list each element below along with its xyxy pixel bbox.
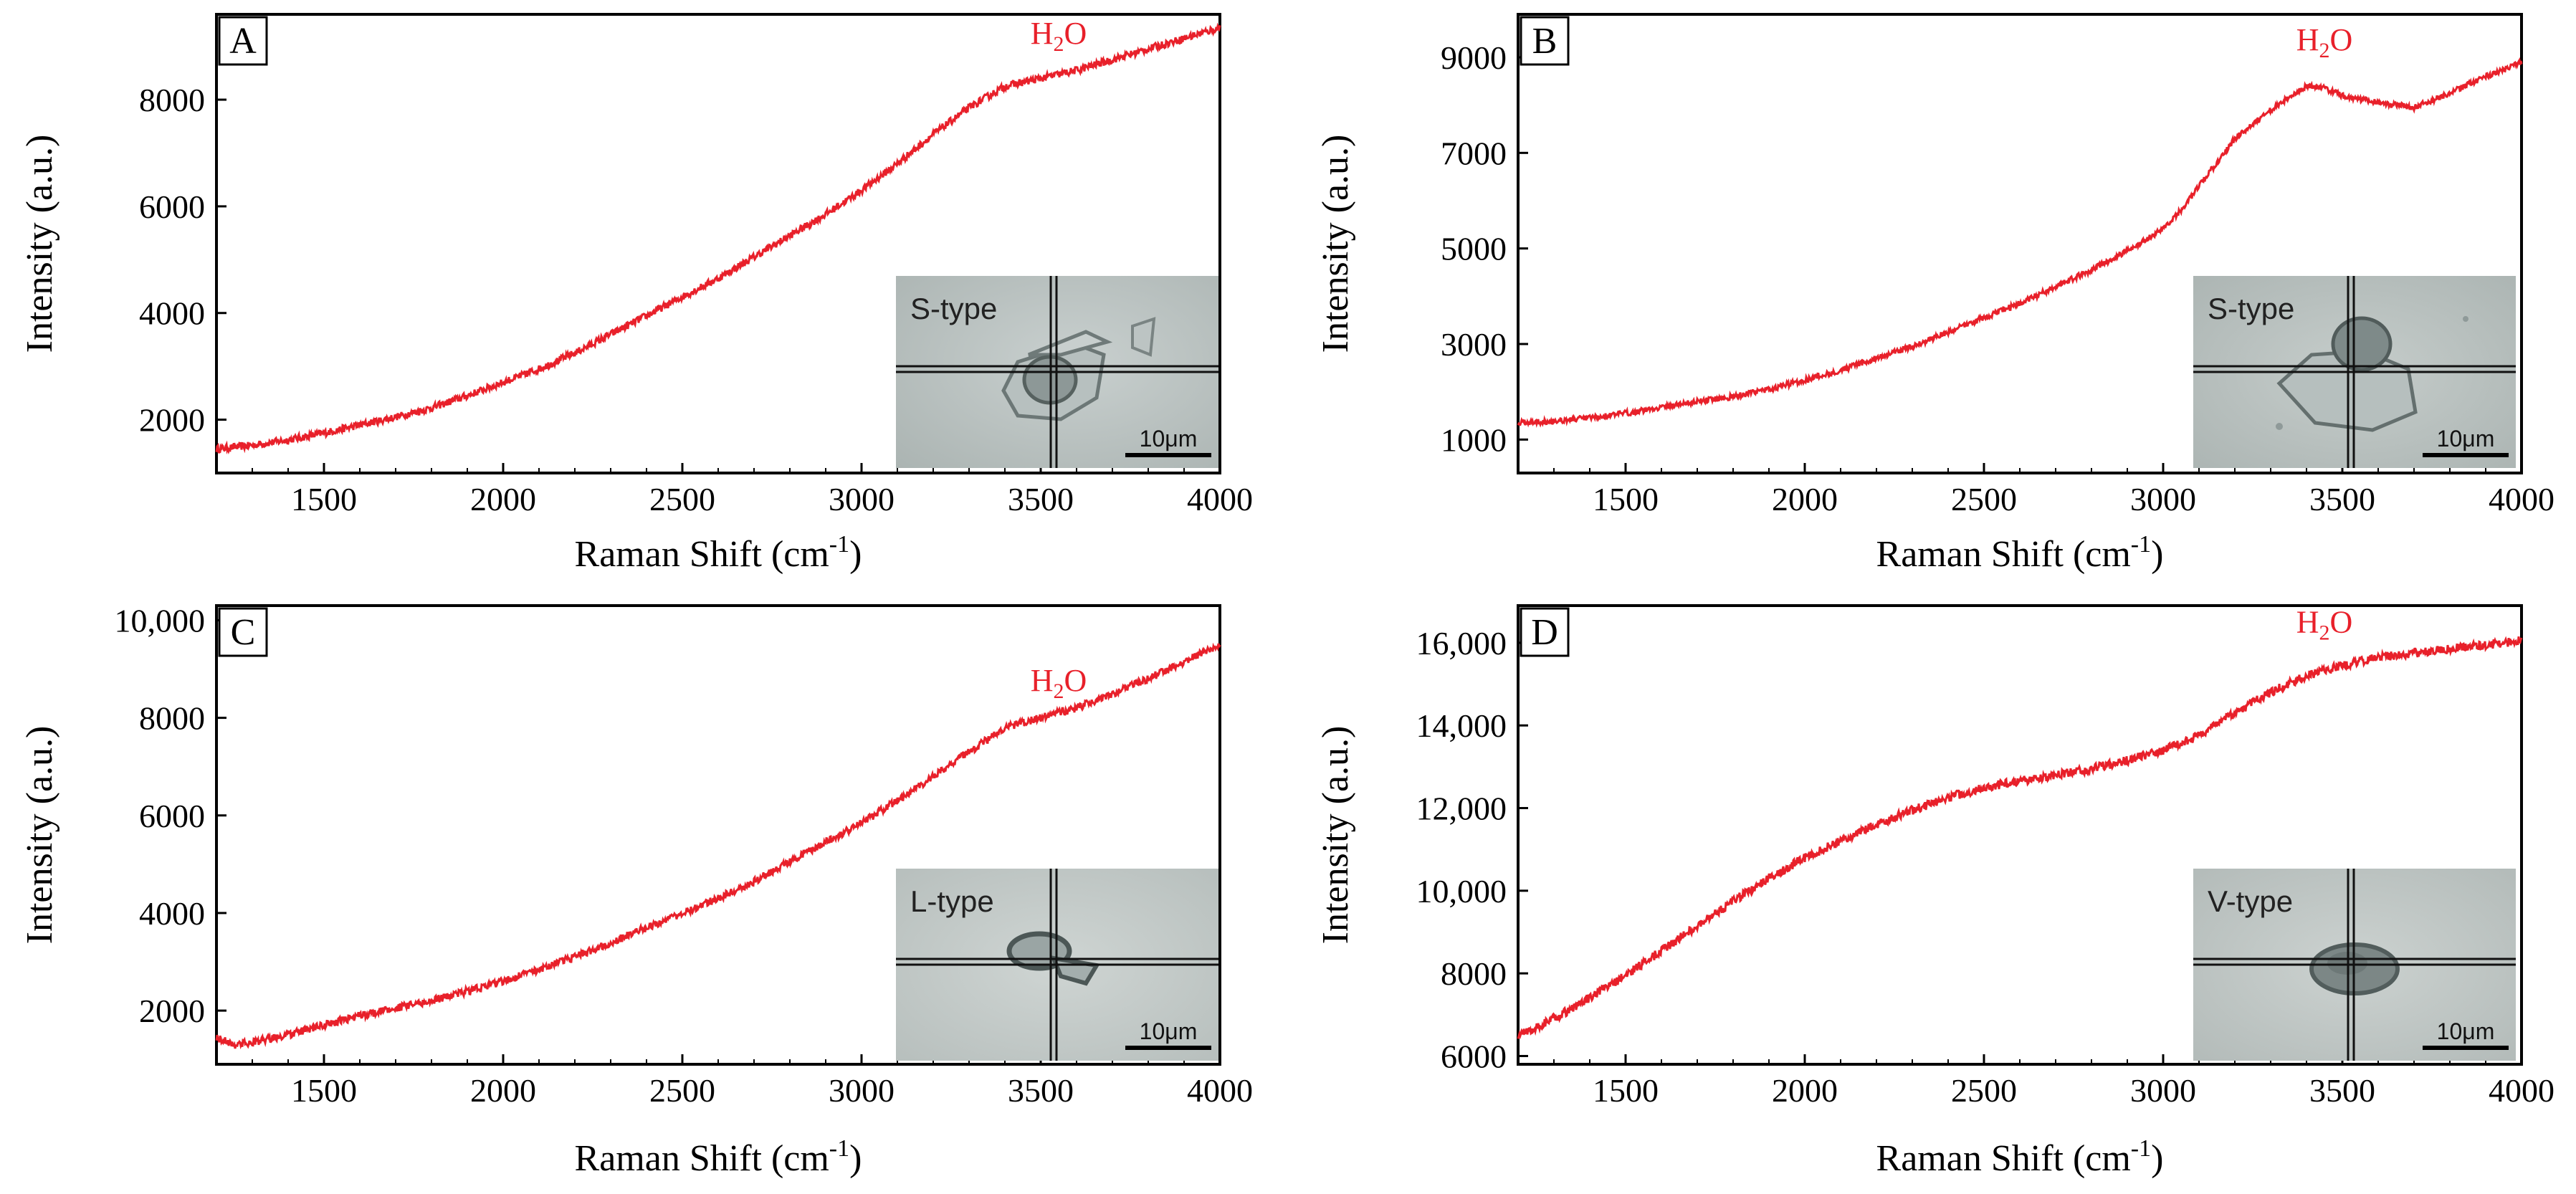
y-tick-label: 14,000: [1416, 707, 1507, 744]
panel-c: 1500 2000 2500 3000 3500 4000 2000 4000 6000 8000…: [19, 602, 1253, 1179]
panel-letter: D: [1531, 612, 1558, 653]
spectrum-line: [215, 642, 1221, 1050]
inclusion-type-label: S-type: [2208, 292, 2294, 325]
x-tick-label: 2000: [470, 1072, 536, 1109]
y-tick-label: 1000: [1441, 421, 1507, 458]
x-tick-label: 4000: [1187, 1072, 1253, 1109]
x-tick-label: 2000: [1772, 481, 1838, 517]
inclusion-type-label: S-type: [910, 292, 997, 325]
inset-micrograph: S-type 10μm: [2193, 276, 2516, 468]
x-tick-label: 3500: [1008, 481, 1074, 517]
y-tick-label: 2000: [139, 993, 205, 1029]
y-axis-title: Intensity (a.u.): [19, 726, 60, 945]
inset-micrograph: V-type 10μm: [2193, 869, 2516, 1061]
x-tick-label: 1500: [1593, 481, 1659, 517]
y-tick-label: 12,000: [1416, 791, 1507, 827]
panel-letter: C: [231, 612, 256, 653]
x-tick-label: 1500: [291, 1072, 357, 1109]
y-tick-label: 4000: [139, 895, 205, 932]
scale-bar-label: 10μm: [2437, 426, 2495, 452]
inset-micrograph: L-type 10μm: [896, 869, 1218, 1061]
panel-letter-box: C: [218, 607, 268, 657]
x-tick-label: 3500: [2309, 481, 2375, 517]
y-axis-title: Intensity (a.u.): [1315, 135, 1356, 353]
panel-letter: A: [229, 21, 257, 62]
x-tick-label: 2500: [1951, 481, 2017, 517]
x-tick-label: 2000: [1772, 1072, 1838, 1109]
scale-bar-label: 10μm: [2437, 1018, 2495, 1044]
x-tick-label: 2500: [649, 481, 715, 517]
x-tick-label: 3000: [2130, 1072, 2196, 1109]
panel-letter-box: D: [1520, 607, 1570, 657]
y-tick-label: 10,000: [1416, 873, 1507, 909]
x-tick-label: 3500: [2309, 1072, 2375, 1109]
x-tick-label: 1500: [1593, 1072, 1659, 1109]
x-tick-label: 2500: [649, 1072, 715, 1109]
y-axis-title: Intensity (a.u.): [19, 135, 60, 353]
y-tick-label: 2000: [139, 402, 205, 439]
panel-letter-box: B: [1520, 16, 1570, 66]
inset-micrograph: S-type 10μm: [896, 276, 1218, 468]
y-tick-label: 8000: [139, 700, 205, 737]
y-axis-title: Intensity (a.u.): [1315, 726, 1356, 945]
y-tick-label: 6000: [139, 188, 205, 225]
x-tick-label: 4000: [2489, 1072, 2554, 1109]
y-tick-label: 8000: [139, 82, 205, 118]
y-tick-label: 5000: [1441, 231, 1507, 267]
x-tick-label: 3500: [1008, 1072, 1074, 1109]
panel-b: 1500 2000 2500 3000 3500 4000 1000 3000 5000 7000…: [1315, 13, 2554, 575]
x-tick-label: 3000: [2130, 481, 2196, 517]
x-tick-label: 1500: [291, 481, 357, 517]
panel-a: 1500 2000 2500 3000 3500 4000 2000 4000 6000 8000…: [19, 13, 1253, 575]
y-tick-label: 16,000: [1416, 625, 1507, 662]
x-tick-label: 3000: [829, 481, 895, 517]
panel-letter-box: A: [218, 16, 268, 66]
spectrum-line: [1517, 57, 2523, 428]
x-axis-title: Raman Shift (cm-1): [575, 531, 862, 575]
panel-letter: B: [1532, 21, 1557, 62]
y-tick-label: 10,000: [115, 602, 206, 639]
inclusion-type-label: V-type: [2208, 884, 2293, 918]
h2o-peak-label: H2O: [1031, 16, 1087, 56]
y-tick-label: 6000: [1441, 1038, 1507, 1074]
x-tick-label: 4000: [1187, 481, 1253, 517]
panel-d: 1500 2000 2500 3000 3500 4000 6000 8000 10,000 12…: [1315, 604, 2554, 1179]
inclusion-type-label: L-type: [910, 884, 994, 918]
y-tick-label: 6000: [139, 798, 205, 834]
x-tick-label: 2500: [1951, 1072, 2017, 1109]
x-tick-label: 4000: [2489, 481, 2554, 517]
y-tick-label: 8000: [1441, 955, 1507, 992]
spectrum-line: [1517, 636, 2523, 1040]
h2o-peak-label: H2O: [2296, 604, 2353, 644]
x-axis-title: Raman Shift (cm-1): [1876, 531, 2164, 575]
spectrum-line: [215, 22, 1221, 455]
x-tick-label: 2000: [470, 481, 536, 517]
y-tick-label: 7000: [1441, 135, 1507, 171]
h2o-peak-label: H2O: [1031, 663, 1087, 703]
x-axis-title: Raman Shift (cm-1): [1876, 1135, 2164, 1179]
scale-bar-label: 10μm: [1140, 1018, 1198, 1044]
h2o-peak-label: H2O: [2296, 22, 2353, 62]
scale-bar-label: 10μm: [1140, 426, 1198, 452]
x-axis-title: Raman Shift (cm-1): [575, 1135, 862, 1179]
y-tick-label: 4000: [139, 295, 205, 332]
x-tick-label: 3000: [829, 1072, 895, 1109]
y-tick-label: 3000: [1441, 326, 1507, 363]
y-tick-label: 9000: [1441, 39, 1507, 76]
